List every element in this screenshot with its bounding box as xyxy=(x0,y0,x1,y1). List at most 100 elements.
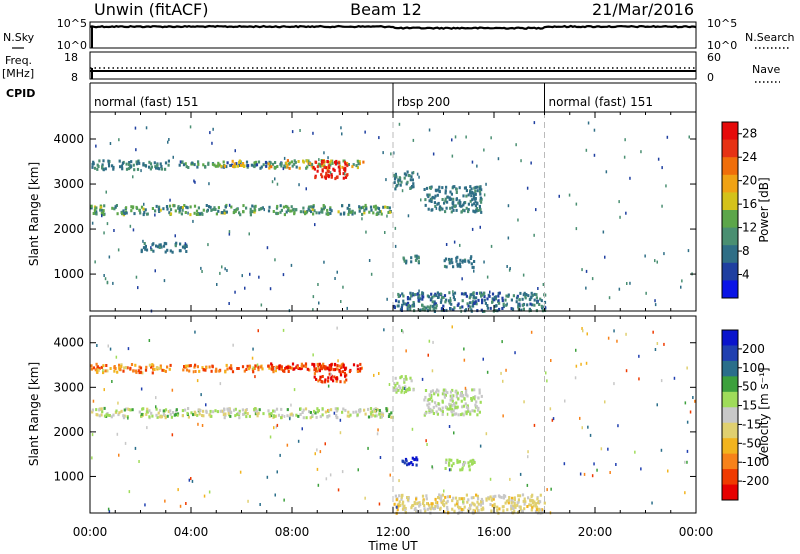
data-cell xyxy=(638,354,640,358)
data-cell xyxy=(529,297,532,301)
data-cell xyxy=(320,367,323,371)
data-cell xyxy=(285,165,288,169)
data-cell xyxy=(474,403,477,407)
data-cell xyxy=(502,302,505,306)
data-cell xyxy=(177,206,180,210)
data-cell xyxy=(400,494,403,497)
data-cell xyxy=(98,414,101,418)
data-cell xyxy=(302,408,305,412)
data-cell xyxy=(390,152,392,156)
data-cell xyxy=(158,167,161,171)
data-cell xyxy=(493,505,496,508)
data-cell xyxy=(402,256,405,260)
data-cell xyxy=(441,406,444,410)
data-cell xyxy=(497,494,501,498)
data-cell xyxy=(469,257,472,260)
data-cell xyxy=(369,205,373,209)
data-cell xyxy=(233,162,236,166)
data-cell xyxy=(203,494,206,498)
data-cell xyxy=(244,411,247,415)
data-cell xyxy=(318,158,320,162)
data-cell xyxy=(269,414,273,418)
data-cell xyxy=(248,367,251,371)
data-cell xyxy=(313,209,316,213)
data-cell xyxy=(164,167,167,171)
data-cell xyxy=(530,330,533,334)
data-cell xyxy=(189,213,192,217)
data-cell xyxy=(267,364,270,368)
colorbar-tick-label: 24 xyxy=(742,150,757,164)
data-cell xyxy=(488,497,491,501)
data-cell xyxy=(404,385,407,389)
data-cell xyxy=(162,244,166,248)
data-cell xyxy=(483,295,486,298)
data-cell xyxy=(458,460,462,464)
data-cell xyxy=(444,210,447,214)
data-cell xyxy=(432,305,435,308)
data-cell xyxy=(164,369,167,373)
data-cell xyxy=(321,407,324,411)
data-cell xyxy=(168,367,171,371)
data-cell xyxy=(314,411,317,415)
data-cell xyxy=(378,502,381,506)
data-cell xyxy=(93,166,97,170)
data-cell xyxy=(209,409,212,413)
data-cell xyxy=(412,182,415,186)
data-cell xyxy=(423,507,426,511)
data-cell xyxy=(477,406,480,410)
data-cell xyxy=(313,409,316,413)
data-cell xyxy=(340,300,342,303)
data-cell xyxy=(158,408,162,412)
data-cell xyxy=(410,506,413,510)
data-cell xyxy=(358,209,361,213)
data-cell xyxy=(477,497,480,501)
data-cell xyxy=(223,416,226,420)
data-cell xyxy=(368,210,371,214)
data-cell xyxy=(218,163,221,167)
data-cell xyxy=(467,259,470,263)
data-cell xyxy=(255,409,258,413)
data-cell xyxy=(140,414,143,418)
data-cell xyxy=(585,269,588,273)
data-cell xyxy=(575,227,578,231)
data-cell xyxy=(431,195,434,199)
data-cell xyxy=(393,386,396,390)
data-cell xyxy=(462,500,464,504)
data-cell xyxy=(91,162,94,166)
data-cell xyxy=(510,507,513,511)
data-cell xyxy=(623,155,626,159)
data-cell xyxy=(400,306,403,310)
data-cell xyxy=(165,242,168,246)
data-cell xyxy=(419,509,422,513)
data-cell xyxy=(327,174,331,178)
data-cell xyxy=(492,495,495,499)
data-cell xyxy=(686,366,688,370)
data-cell xyxy=(252,347,254,351)
data-cell xyxy=(333,168,336,172)
data-cell xyxy=(338,368,341,372)
data-cell xyxy=(459,243,461,247)
data-cell xyxy=(451,154,454,158)
data-cell xyxy=(652,330,654,334)
data-cell xyxy=(356,364,359,368)
data-cell xyxy=(481,298,484,302)
data-cell xyxy=(624,138,626,142)
data-cell xyxy=(317,283,319,286)
data-cell xyxy=(200,393,202,397)
data-cell xyxy=(221,265,223,269)
data-cell xyxy=(471,265,474,269)
data-cell xyxy=(226,407,229,411)
data-cell xyxy=(421,377,424,381)
data-cell xyxy=(471,203,474,207)
data-cell xyxy=(497,157,500,161)
data-cell xyxy=(359,362,362,366)
data-cell xyxy=(374,207,377,211)
data-cell xyxy=(111,164,114,168)
data-cell xyxy=(158,205,161,209)
colorbar-swatch xyxy=(722,438,738,455)
data-cell xyxy=(352,163,355,167)
data-cell xyxy=(312,131,314,135)
data-cell xyxy=(329,367,332,371)
data-cell xyxy=(467,304,470,308)
data-cell xyxy=(336,367,339,371)
